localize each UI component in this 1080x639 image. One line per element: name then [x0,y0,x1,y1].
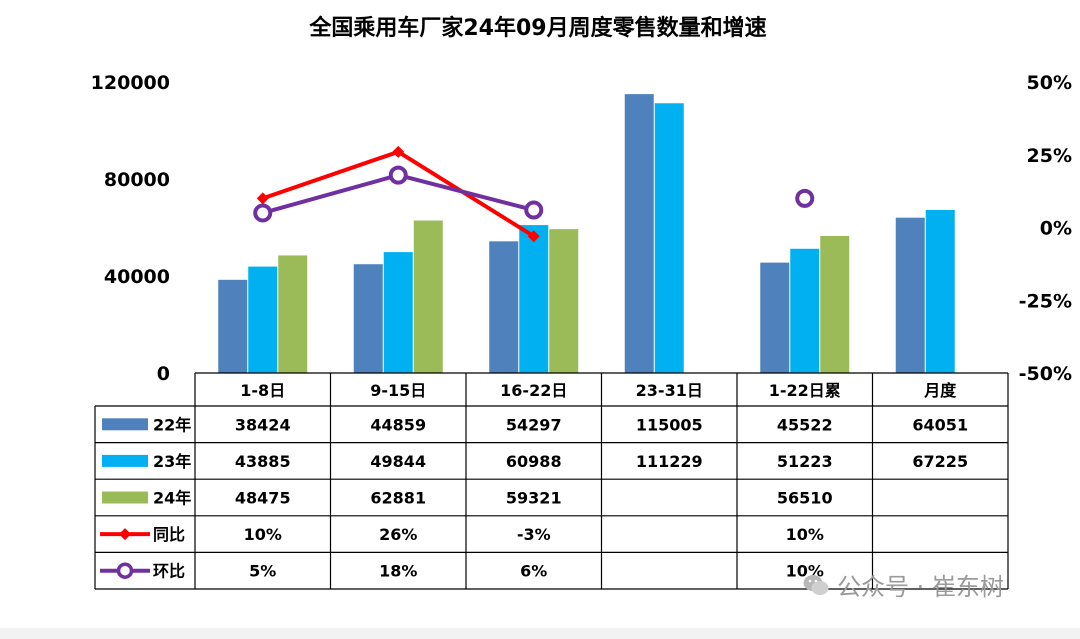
bottom-strip [0,628,1080,639]
bar [549,229,579,373]
legend-marker [116,562,134,579]
legend-label: 22年 [153,415,191,434]
data-label: -3% [517,525,551,544]
x-tick-label: 9-15日 [370,381,426,400]
legend-label: 环比 [153,562,185,581]
legend-key [102,454,148,467]
data-label: 10% [786,525,824,544]
bar [760,262,790,373]
data-label: 115005 [636,415,703,434]
chart-title: 全国乘用车厂家24年09月周度零售数量和增速 [308,15,766,41]
bar [353,264,383,373]
lines [253,145,815,243]
y2-tick-label: 50% [1027,72,1072,94]
bar [895,217,925,373]
bar [624,94,654,373]
x-tick-label: 16-22日 [500,381,567,400]
data-label: 10% [244,525,282,544]
bar [218,279,248,373]
y-tick-label: 80000 [104,169,170,191]
data-label: 59321 [506,489,562,508]
y-tick-label: 40000 [104,266,170,288]
legend-label: 23年 [153,452,191,471]
legend-label: 24年 [153,489,191,508]
bar [278,255,308,373]
x-tick-label: 1-22日累 [769,381,841,400]
y2-tick-label: -50% [1019,363,1072,385]
line-point-marker [392,145,405,158]
x-tick-label: 1-8日 [240,381,285,400]
watermark: 公众号 · 崔东树 [803,567,1004,602]
legend-marker [119,528,131,541]
series-line [262,149,535,238]
x-tick-label: 23-31日 [636,381,703,400]
data-label: 38424 [235,415,291,434]
bar [790,248,820,373]
data-label: 111229 [636,452,703,471]
bar [489,241,519,373]
bar [820,235,850,373]
bar [383,252,413,373]
data-label: 67225 [912,452,968,471]
data-label: 43885 [235,452,291,471]
line-point-marker [527,230,540,243]
data-label: 44859 [370,415,426,434]
data-label: 51223 [777,452,833,471]
data-label: 56510 [777,489,833,508]
line-point-marker [256,192,269,205]
y-tick-label: 0 [157,363,170,385]
y-tick-label: 120000 [91,72,170,94]
line-point-marker [795,188,815,208]
data-label: 26% [379,525,417,544]
legend-key [102,491,148,504]
data-table: 1-8日 9-15日 16-22日 23-31日 1-22日累 月度 22年 38424 448… [94,372,1009,590]
data-label: 5% [249,562,276,581]
x-tick-label: 月度 [923,381,957,400]
data-label: 62881 [370,489,426,508]
data-label: 54297 [506,415,562,434]
legend-key [102,418,148,431]
bar [413,220,443,373]
data-label: 60988 [506,452,562,471]
data-label: 18% [379,562,417,581]
watermark-text: 公众号 · 崔东树 [837,573,1004,601]
data-label: 48475 [235,489,291,508]
line-point-marker [524,200,544,220]
y2-tick-label: -25% [1019,290,1072,312]
y2-tick-label: 25% [1027,145,1072,167]
bar [925,209,955,373]
legend-label: 同比 [153,525,185,544]
bar [654,103,684,373]
bar [519,225,549,373]
line-point-marker [253,203,273,223]
data-label: 6% [520,562,547,581]
axes: 120000 80000 40000 0 50% 25% 0% -25% -50% [91,72,1072,385]
data-label: 49844 [370,452,426,471]
wechat-icon [803,574,829,595]
bars [218,94,955,373]
data-label: 45522 [777,415,833,434]
y2-tick-label: 0% [1040,218,1072,240]
line-point-marker [388,165,408,185]
bar [248,266,278,373]
data-label: 64051 [912,415,968,434]
